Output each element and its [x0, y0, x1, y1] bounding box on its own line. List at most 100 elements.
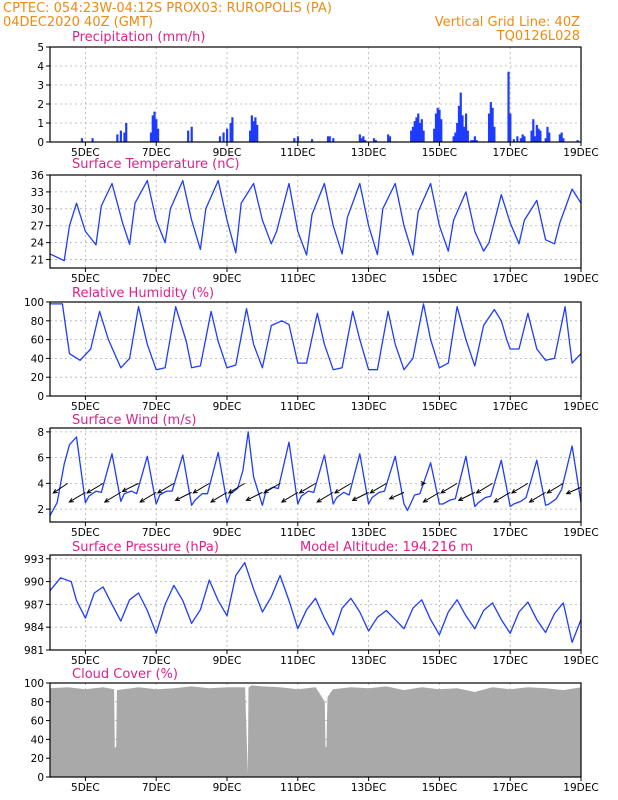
- press-xtick-label: 19DEC: [563, 655, 598, 667]
- wind-arrow-shaft: [493, 491, 511, 503]
- temp-ytick-label: 27: [31, 221, 44, 233]
- wind-arrow-head: [493, 497, 499, 503]
- precip-bar: [535, 124, 538, 142]
- cloud-xtick-label: 13DEC: [351, 782, 386, 794]
- press-ytick-label: 984: [24, 622, 44, 634]
- wind-arrow-shaft: [175, 491, 192, 501]
- precip-bar: [532, 119, 535, 142]
- header-station: CPTEC: 054:23W-04:12S PROX03: RUROPOLIS …: [3, 1, 332, 16]
- wind-xtick-label: 15DEC: [422, 527, 457, 539]
- precip-bar: [374, 140, 377, 142]
- wind-xtick-label: 9DEC: [213, 527, 242, 539]
- precip-bar: [489, 102, 492, 142]
- cloud-panel: Cloud Cover (%) 0 20 40 60 80 100 5DEC 7DEC 9DEC…: [24, 667, 599, 794]
- precip-bar: [149, 132, 153, 142]
- wind-arrow-head: [156, 488, 163, 494]
- wind-ytick-label: 6: [37, 453, 44, 465]
- precip-ytick-label: 0: [37, 137, 44, 149]
- rh-xtick-label: 17DEC: [492, 401, 527, 413]
- cloud-area: [49, 685, 582, 778]
- precip-bar: [507, 71, 510, 142]
- cloud-xtick-label: 19DEC: [563, 782, 598, 794]
- press-frame: [49, 554, 582, 651]
- precip-bar: [487, 113, 491, 142]
- precip-bar: [530, 130, 533, 142]
- wind-xtick-label: 11DEC: [280, 527, 315, 539]
- precip-bar: [422, 130, 425, 142]
- wind-arrow-head: [245, 496, 251, 501]
- cloud-title: Cloud Cover (%): [72, 667, 178, 682]
- wind-arrow-shaft: [86, 482, 104, 494]
- wind-arrow-shaft: [69, 491, 86, 503]
- rh-ytick-label: 60: [31, 335, 44, 347]
- wind-arrow-head: [68, 497, 74, 503]
- wind-frame: [49, 427, 582, 523]
- precip-bar: [123, 132, 126, 142]
- wind-xtick-label: 13DEC: [351, 527, 386, 539]
- rh-line: [50, 303, 582, 371]
- press-ytick-label: 993: [24, 554, 44, 566]
- wind-arrow-head: [263, 488, 269, 494]
- precip-bar: [472, 140, 475, 142]
- precip-xtick-label: 15DEC: [422, 147, 457, 159]
- precip-bar: [151, 115, 154, 142]
- precip-bar: [493, 126, 496, 142]
- precip-bar: [463, 126, 466, 142]
- rh-xtick-label: 9DEC: [213, 401, 242, 413]
- precip-bar: [512, 139, 515, 142]
- precip-xtick-label: 19DEC: [563, 147, 598, 159]
- wind-arrow-shaft: [334, 482, 352, 494]
- press-xtick-label: 9DEC: [213, 655, 242, 667]
- temp-frame: [49, 174, 582, 269]
- precip-xtick-label: 17DEC: [492, 147, 527, 159]
- cloud-ytick-label: 0: [37, 772, 44, 784]
- temp-xtick-label: 5DEC: [71, 273, 100, 285]
- cloud-xtick-label: 17DEC: [492, 782, 527, 794]
- wind-xtick-label: 7DEC: [142, 527, 171, 539]
- precip-xtick-label: 5DEC: [71, 147, 100, 159]
- wind-arrow-shaft: [104, 491, 122, 503]
- wind-arrow-shaft: [263, 482, 281, 494]
- precip-bar: [452, 136, 455, 142]
- wind-xtick-label: 19DEC: [563, 527, 598, 539]
- pressure-title: Surface Pressure (hPa): [72, 540, 219, 555]
- rh-ytick-label: 80: [31, 316, 44, 328]
- precip-bar: [537, 128, 540, 142]
- precip-xtick-label: 9DEC: [213, 147, 242, 159]
- wind-arrow-head: [174, 496, 181, 501]
- wind-arrow-head: [369, 488, 375, 494]
- wind-arrow-head: [420, 480, 427, 486]
- precip-bar: [461, 115, 464, 142]
- temp-ytick-label: 21: [31, 255, 44, 267]
- wind-arrow-head: [210, 497, 216, 503]
- press-xtick-label: 13DEC: [351, 655, 386, 667]
- temp-ytick-label: 36: [31, 170, 45, 182]
- precip-bar: [473, 136, 476, 142]
- precip-bar: [466, 130, 469, 142]
- precip-bar: [252, 121, 255, 142]
- precip-bar: [548, 132, 551, 142]
- wind-arrow-head: [316, 497, 322, 503]
- precip-bar: [558, 134, 561, 142]
- wind-arrow-head: [86, 488, 92, 494]
- cloud-xtick-label: 11DEC: [280, 782, 315, 794]
- wind-arrow-head: [510, 488, 517, 494]
- wind-arrow-shaft: [547, 482, 564, 494]
- temperature-title: Surface Temperature (nC): [72, 157, 240, 172]
- wind-arrow-shaft: [281, 491, 299, 503]
- precip-bar: [116, 134, 119, 142]
- wind-xtick-label: 5DEC: [71, 527, 100, 539]
- wind-arrow-head: [280, 497, 287, 503]
- humidity-title: Relative Humidity (%): [72, 286, 214, 301]
- rh-xtick-label: 7DEC: [142, 401, 171, 413]
- precip-bar: [433, 128, 436, 142]
- press-xtick-label: 15DEC: [422, 655, 457, 667]
- cloud-ytick-label: 60: [31, 716, 44, 728]
- press-ytick-label: 987: [24, 599, 44, 611]
- precip-bar: [229, 123, 232, 142]
- precip-bar: [415, 117, 418, 142]
- wind-title: Surface Wind (m/s): [72, 413, 196, 428]
- temp-ytick-label: 33: [31, 187, 44, 199]
- wind-arrow-shaft: [529, 491, 546, 503]
- rh-ytick-label: 20: [31, 372, 44, 384]
